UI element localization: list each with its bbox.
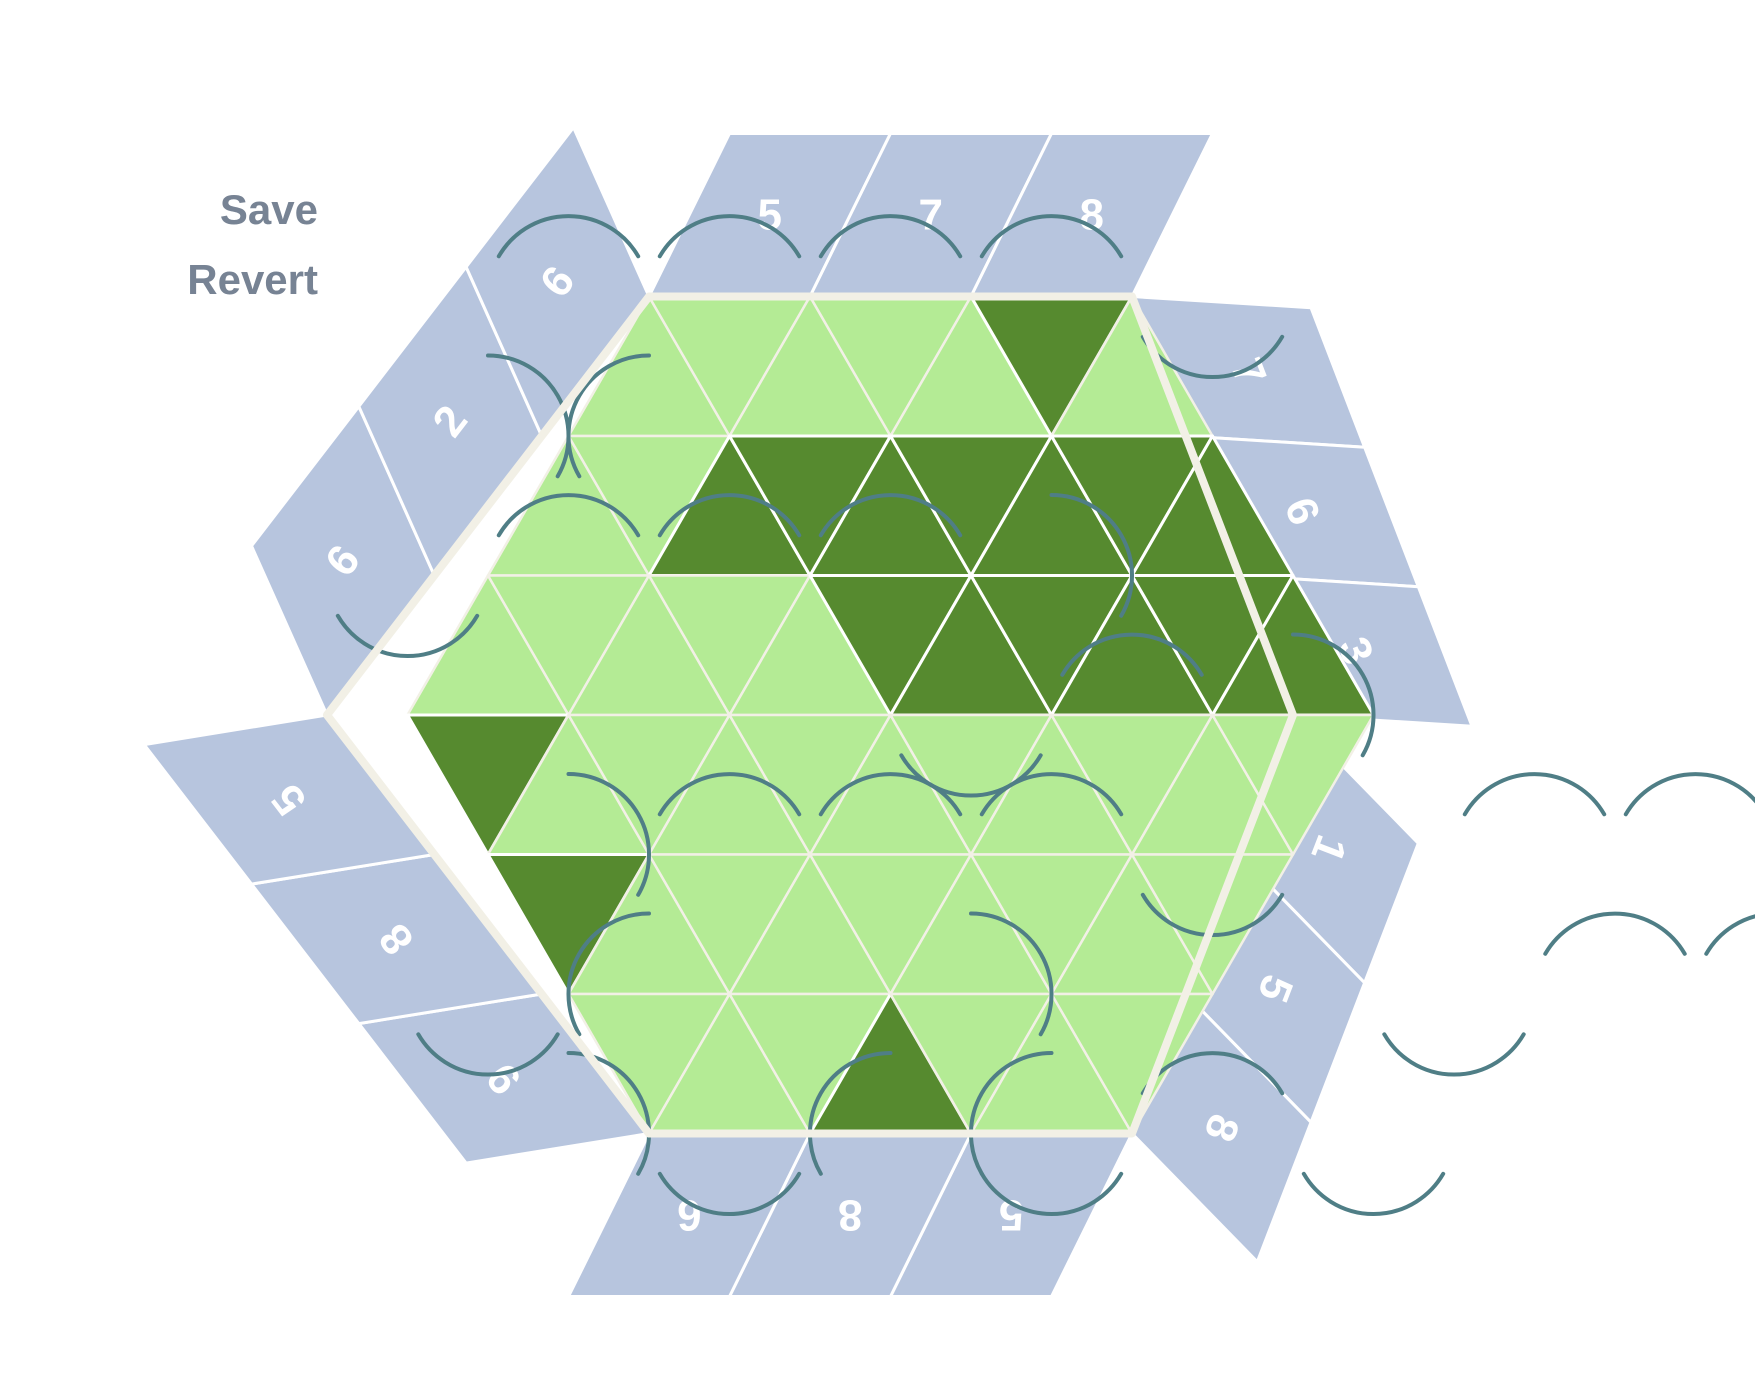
board-border [323,292,1297,1138]
board-frame [323,292,1297,1138]
triangle-grid [406,295,1375,1135]
path-arc [657,1171,802,1216]
path-arc [1623,772,1755,817]
path-arc [657,772,802,817]
path-arc [657,214,802,259]
path-arc [1291,632,1376,758]
path-arc [818,772,963,817]
path-arc [808,1051,893,1176]
revert-button[interactable]: Revert [187,256,318,303]
path-arc [1049,493,1134,618]
path-arc [818,493,963,538]
path-arc [657,493,802,538]
path-arc [969,911,1054,1037]
path-arc [335,613,480,658]
path-arc [496,214,641,259]
path-arc [1543,911,1687,956]
path-arc [1462,772,1607,817]
path-arc [486,353,571,479]
path-arc [979,772,1124,817]
path-arc [566,911,651,1037]
path-arc [1301,1171,1446,1216]
path-arc [1060,632,1204,677]
path-arc [979,1171,1124,1216]
path-arc [496,493,641,538]
save-button[interactable]: Save [219,186,318,233]
path-arc [1382,1032,1526,1077]
path-arc [899,753,1043,798]
path-arc [969,1051,1054,1176]
path-arc [566,353,651,479]
path-arc [566,772,651,897]
clue-number: 8 [838,1191,862,1240]
path-arc [1704,914,1755,956]
path-arc [818,214,963,259]
path-arc [979,214,1124,259]
path-arc [416,1032,560,1077]
